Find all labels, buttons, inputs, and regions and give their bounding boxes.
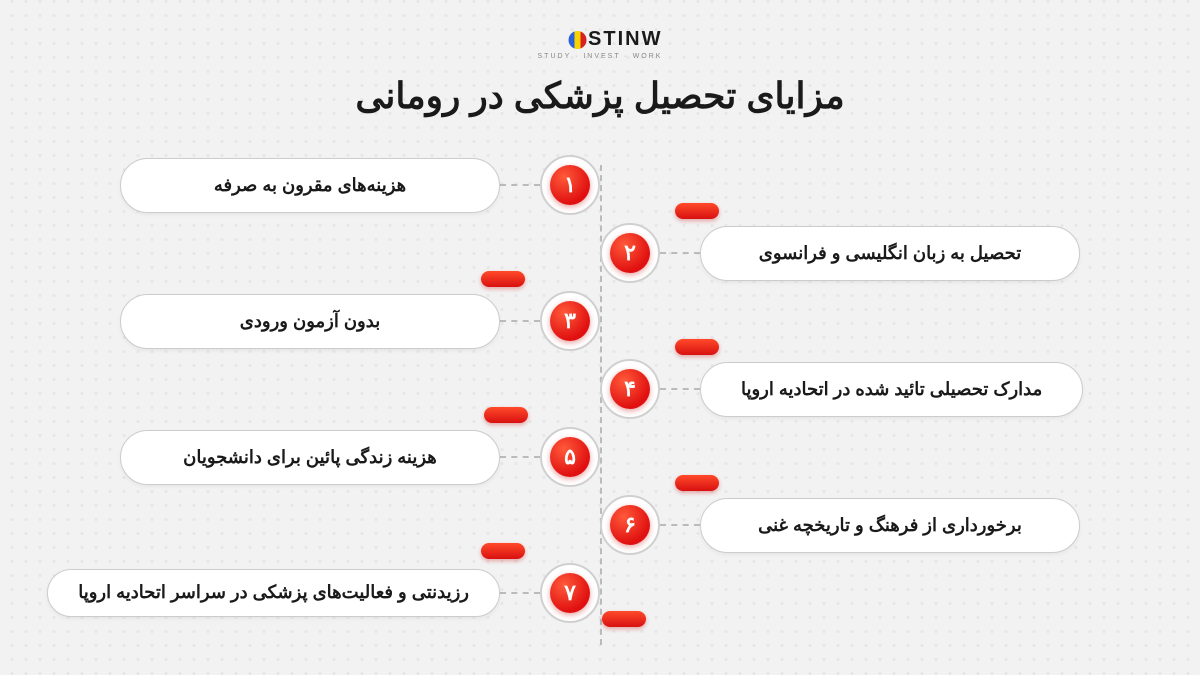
connector-line xyxy=(660,524,700,526)
benefit-item-2: ۲ تحصیل به زبان انگلیسی و فرانسوی xyxy=(600,223,1080,283)
connector-line xyxy=(500,320,540,322)
number-badge: ۷ xyxy=(540,563,600,623)
number-badge-text: ۷ xyxy=(550,573,590,613)
logo-text: STINW xyxy=(588,28,662,51)
accent-tag xyxy=(481,543,525,559)
logo-tagline: STUDY · INVEST · WORK xyxy=(538,53,663,60)
connector-line xyxy=(660,388,700,390)
benefit-label: رزیدنتی و فعالیت‌های پزشکی در سراسر اتحا… xyxy=(47,569,500,616)
number-badge-text: ۳ xyxy=(550,301,590,341)
benefit-item-7: ۷ رزیدنتی و فعالیت‌های پزشکی در سراسر اتح… xyxy=(47,563,600,623)
benefit-item-6: ۶ برخورداری از فرهنگ و تاریخچه غنی xyxy=(600,495,1080,555)
number-badge: ۴ xyxy=(600,359,660,419)
brand-logo: STINW STUDY · INVEST · WORK xyxy=(538,28,663,60)
benefit-label: هزینه‌های مقرون به صرفه xyxy=(120,158,500,213)
number-badge-text: ۲ xyxy=(610,233,650,273)
logo-flag-icon xyxy=(568,31,586,49)
benefit-label: بدون آزمون ورودی xyxy=(120,294,500,349)
page-title: مزایای تحصیل پزشکی در رومانی xyxy=(0,75,1200,117)
number-badge-text: ۴ xyxy=(610,369,650,409)
benefit-item-1: ۱ هزینه‌های مقرون به صرفه xyxy=(120,155,600,215)
connector-line xyxy=(500,184,540,186)
accent-tag xyxy=(675,203,719,219)
accent-tag xyxy=(675,339,719,355)
number-badge-text: ۶ xyxy=(610,505,650,545)
number-badge: ۳ xyxy=(540,291,600,351)
number-badge-text: ۱ xyxy=(550,165,590,205)
benefit-item-3: ۳ بدون آزمون ورودی xyxy=(120,291,600,351)
number-badge: ۵ xyxy=(540,427,600,487)
connector-line xyxy=(500,456,540,458)
accent-tag xyxy=(484,407,528,423)
number-badge: ۲ xyxy=(600,223,660,283)
connector-line xyxy=(660,252,700,254)
number-badge-text: ۵ xyxy=(550,437,590,477)
connector-line xyxy=(500,592,540,594)
benefit-label: مدارک تحصیلی تائید شده در اتحادیه اروپا xyxy=(700,362,1083,417)
accent-tag xyxy=(602,611,646,627)
benefit-item-4: ۴ مدارک تحصیلی تائید شده در اتحادیه اروپا xyxy=(600,359,1083,419)
accent-tag xyxy=(481,271,525,287)
benefit-label: برخورداری از فرهنگ و تاریخچه غنی xyxy=(700,498,1080,553)
number-badge: ۱ xyxy=(540,155,600,215)
benefit-item-5: ۵ هزینه زندگی پائین برای دانشجویان xyxy=(120,427,600,487)
benefit-label: هزینه زندگی پائین برای دانشجویان xyxy=(120,430,500,485)
benefit-label: تحصیل به زبان انگلیسی و فرانسوی xyxy=(700,226,1080,281)
number-badge: ۶ xyxy=(600,495,660,555)
accent-tag xyxy=(675,475,719,491)
